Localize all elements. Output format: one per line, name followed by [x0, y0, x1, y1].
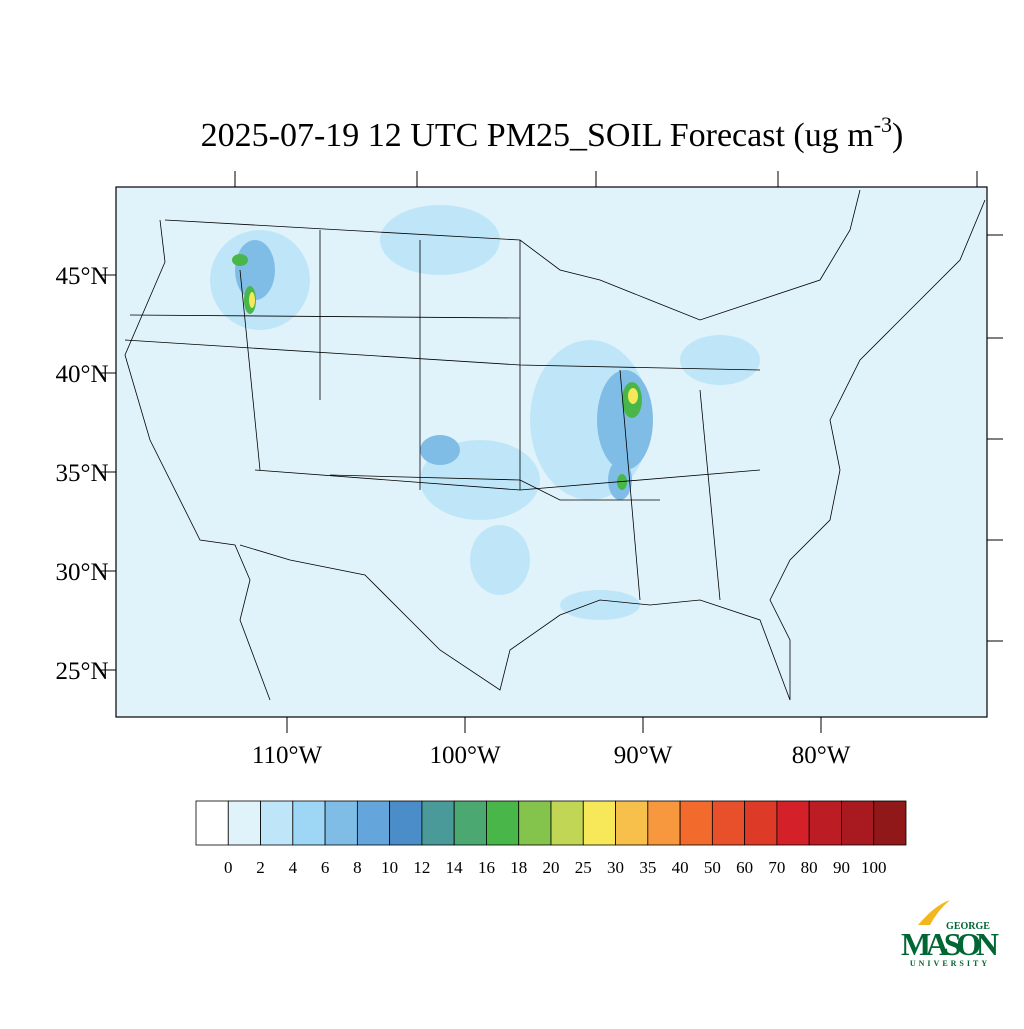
colorbar-label: 18: [510, 858, 527, 877]
colorbar-box: [389, 800, 423, 846]
colorbar-box: [615, 800, 649, 846]
longitude-label: 80°W: [792, 742, 851, 769]
map-frame: [115, 186, 988, 718]
colorbar-box: [744, 800, 778, 846]
boundaries: [124, 189, 986, 701]
colorbar-label: 100: [861, 858, 887, 877]
colorbar-label: 90: [833, 858, 850, 877]
colorbar-label: 80: [801, 858, 818, 877]
colorbar-label: 70: [768, 858, 785, 877]
map-title: 2025-07-19 12 UTC PM25_SOIL Forecast (ug…: [201, 112, 904, 154]
colorbar-box: [518, 800, 552, 846]
colorbar-box: [679, 800, 713, 846]
colorbar-box: [356, 800, 391, 846]
longitude-label: 110°W: [252, 742, 323, 769]
title-main: 2025-07-19 12 UTC PM25_SOIL Forecast (ug…: [201, 117, 874, 154]
colorbar-label: 35: [639, 858, 656, 877]
map-area: [100, 171, 1003, 733]
colorbar-label: 25: [575, 858, 592, 877]
colorbar-label: 2: [256, 858, 265, 877]
logo-bottom: UNIVERSITY: [910, 959, 990, 968]
colorbar-box: [486, 800, 520, 846]
colorbar-box: [260, 800, 294, 846]
colorbar-box: [195, 800, 229, 846]
latitude-label: 40°N: [55, 361, 108, 388]
longitude-label: 100°W: [429, 742, 500, 769]
colorbar-box: [550, 800, 584, 846]
colorbar-box: [647, 800, 681, 846]
colorbar-label: 10: [381, 858, 398, 877]
colorbar-box: [841, 800, 875, 846]
colorbar-box: [711, 800, 746, 846]
colorbar-box: [873, 800, 907, 846]
title-end: ): [892, 117, 903, 154]
latitude-label: 30°N: [55, 559, 108, 586]
colorbar-box: [421, 800, 455, 846]
colorbar-box: [453, 800, 487, 846]
colorbar-box: [776, 800, 810, 846]
colorbar-label: 12: [413, 858, 430, 877]
colorbar-label: 60: [736, 858, 753, 877]
colorbar-label: 14: [446, 858, 464, 877]
colorbar-box: [582, 800, 616, 846]
logo-swoosh: [918, 900, 950, 925]
longitude-label: 90°W: [614, 742, 673, 769]
colorbar: 0 2 4 6 8 10 12 14 16 18 20 25 30 35 40 50 60 70 80 90 100: [195, 800, 907, 877]
axis-labels: 45°N 40°N 35°N 30°N 25°N 110°W 100°W 90°W 80°W: [55, 263, 850, 769]
colorbar-label: 16: [478, 858, 495, 877]
colorbar-label: 20: [543, 858, 560, 877]
concentration-fields-peak: [249, 292, 638, 404]
colorbar-label: 6: [321, 858, 330, 877]
colorbar-box: [324, 800, 358, 846]
colorbar-label: 8: [353, 858, 362, 877]
colorbar-label: 30: [607, 858, 624, 877]
colorbar-label: 0: [224, 858, 233, 877]
frame-ticks: [100, 171, 1003, 733]
latitude-label: 35°N: [55, 460, 108, 487]
colorbar-box: [227, 800, 261, 846]
logo-top: GEORGE: [946, 921, 990, 932]
colorbar-box: [808, 800, 842, 846]
colorbar-label: 50: [704, 858, 721, 877]
colorbar-label: 4: [289, 858, 298, 877]
latitude-label: 25°N: [55, 658, 108, 685]
university-logo: GEORGE MASON UNIVERSITY: [901, 900, 999, 968]
latitude-label: 45°N: [55, 263, 108, 290]
colorbar-box: [292, 800, 326, 846]
logo-name: MASON: [901, 926, 999, 962]
title-superscript: -3: [874, 112, 892, 137]
colorbar-label: 40: [672, 858, 689, 877]
